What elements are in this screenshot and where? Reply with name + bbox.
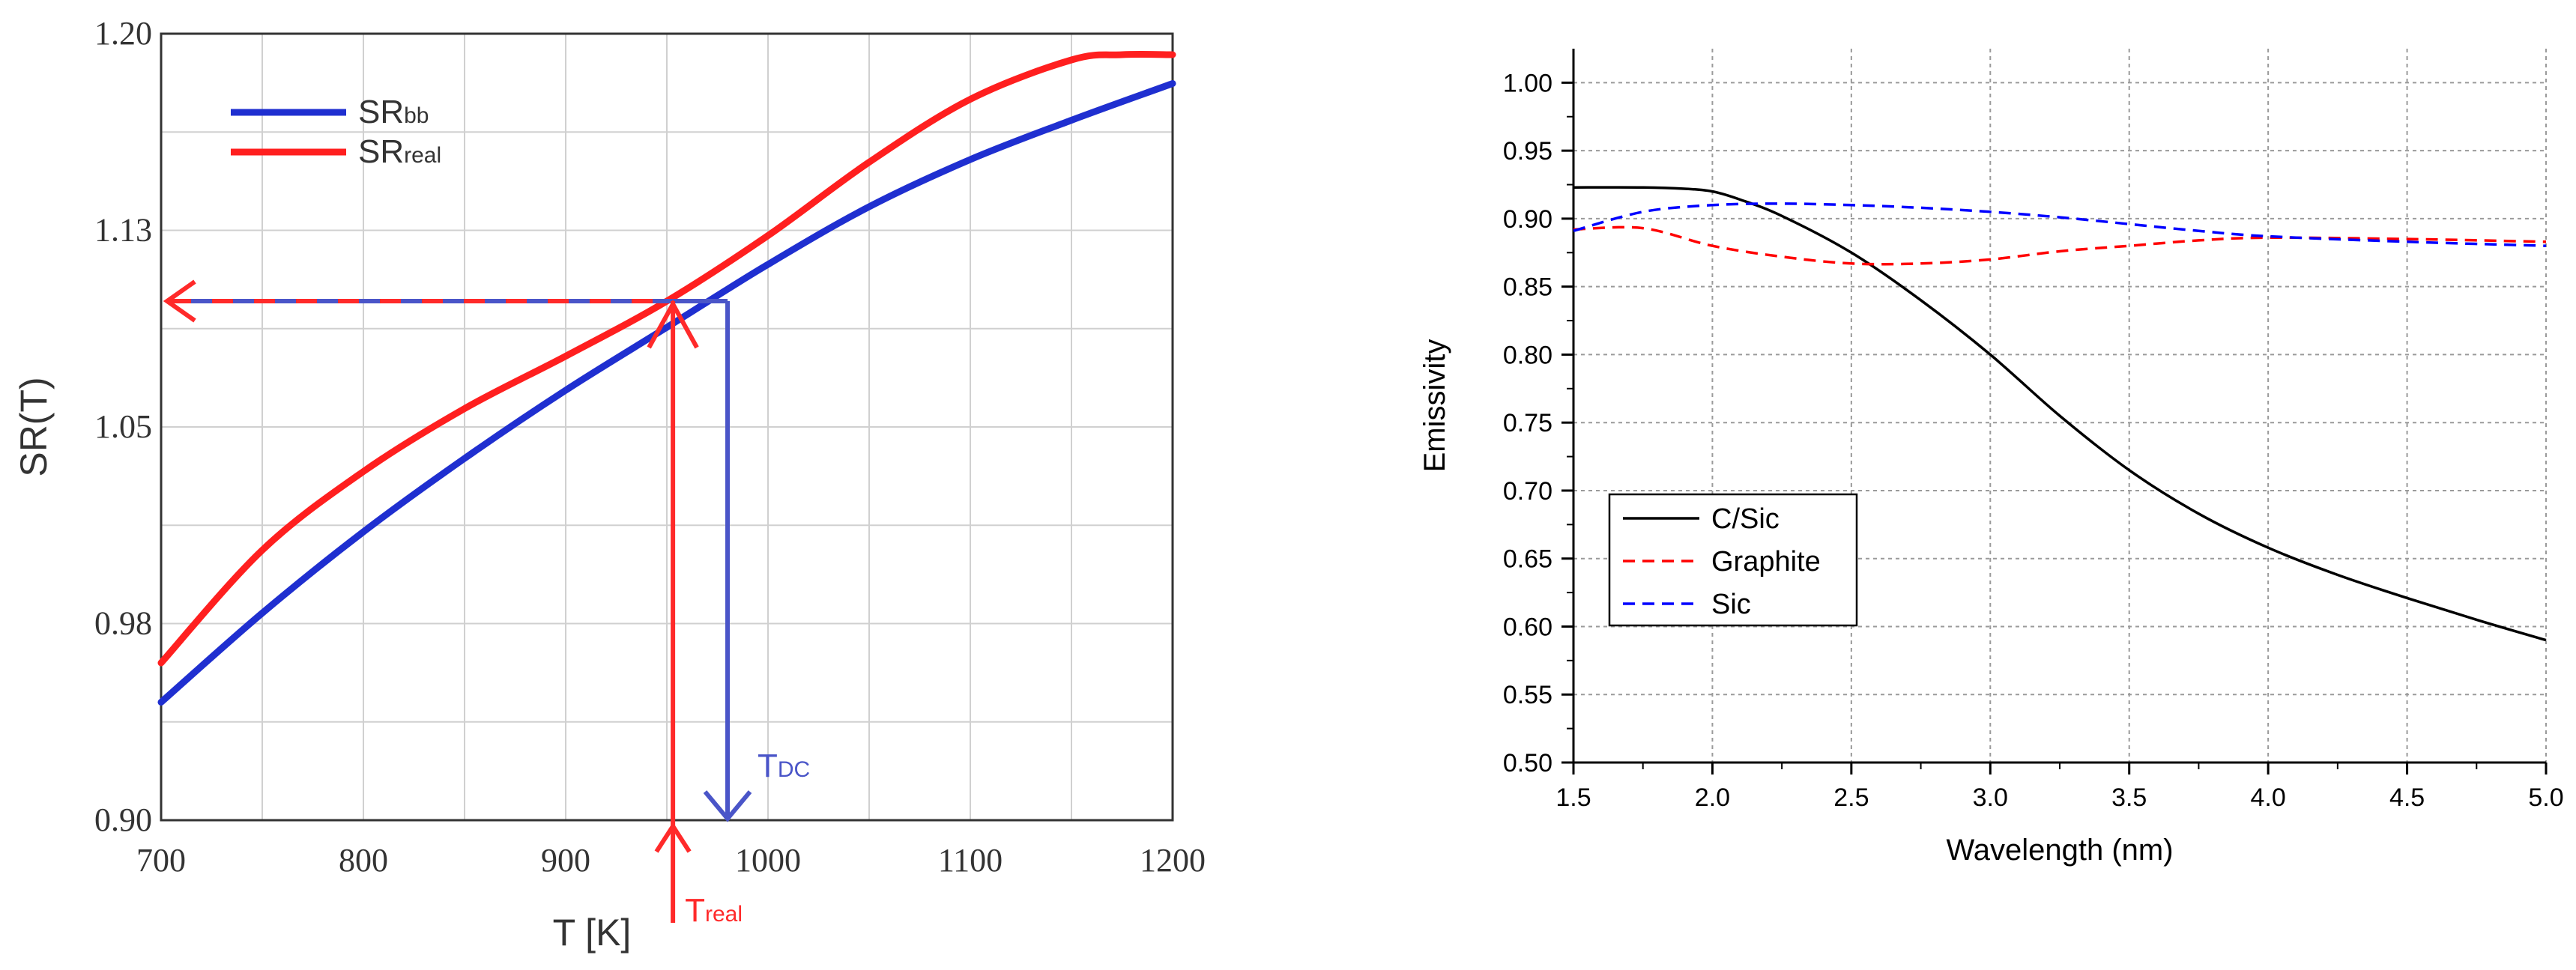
x-axis-label: Wavelength (nm)	[1946, 834, 2173, 867]
x-tick-label: 3.0	[1973, 783, 2008, 812]
x-tick-label: 1000	[735, 842, 801, 879]
x-tick-label: 1200	[1140, 842, 1206, 879]
x-tick-label: 5.0	[2528, 783, 2563, 812]
legend-item-graphite-label: Graphite	[1711, 546, 1821, 578]
x-tick-label: 700	[136, 842, 186, 879]
legend-item-sic-label: Sic	[1711, 589, 1751, 620]
x-tick-label: 4.5	[2389, 783, 2425, 812]
legend-item-c-sic-label: C/Sic	[1711, 503, 1780, 535]
legend-label-sr-real: SRreal	[358, 133, 441, 170]
x-tick-label: 3.5	[2111, 783, 2147, 812]
series-line-c-sic	[1573, 186, 2547, 642]
y-tick-label: 0.95	[1503, 137, 1552, 166]
plot-frame	[160, 32, 1174, 822]
y-tick-label: 1.05	[94, 408, 152, 445]
annotation-label-treal: Treal	[685, 892, 743, 929]
y-tick-label: 0.50	[1503, 749, 1552, 777]
series-line-sr-real	[157, 50, 1176, 667]
annotation-treal-arrowhead-top	[647, 299, 699, 349]
series-line-sic	[1573, 202, 2547, 247]
right-chart-emissivity-vs-wavelength: 1.5 2.0 2.5 3.0 3.5 4.0 4.5 5.0 0.50 0.55 0.60 0.65…	[1418, 49, 2564, 867]
left-chart-sr-vs-temperature: 700 800 900 1000 1100 1200 0.90 0.98 1.05 1.13 1.2…	[13, 15, 1206, 954]
legend-label-sr-bb: SRbb	[358, 94, 429, 130]
annotation-left-arrowhead	[163, 279, 196, 323]
y-tick-label: 0.60	[1503, 613, 1552, 641]
x-tick-label: 4.0	[2251, 783, 2286, 812]
y-tick-label: 0.98	[94, 605, 152, 642]
y-tick-label: 0.90	[1503, 205, 1552, 234]
y-tick-label: 0.75	[1503, 409, 1552, 437]
y-axis-label: Emissivity	[1418, 339, 1451, 473]
y-tick-label: 0.55	[1503, 681, 1552, 709]
y-axis-label: SR(T)	[13, 377, 55, 476]
annotation-tdc-arrowhead	[703, 790, 752, 822]
y-tick-label: 1.20	[94, 15, 152, 52]
x-tick-label: 2.0	[1695, 783, 1730, 812]
annotation-treal-arrowhead-bottom	[654, 822, 692, 853]
y-tick-label: 0.80	[1503, 341, 1552, 369]
y-tick-label: 0.90	[94, 801, 152, 838]
x-tick-label: 1100	[938, 842, 1003, 879]
y-tick-label: 0.70	[1503, 477, 1552, 506]
series-line-sr-bb	[157, 80, 1176, 706]
y-tick-label: 0.85	[1503, 273, 1552, 302]
x-tick-label: 900	[541, 842, 590, 879]
y-tick-label: 1.13	[94, 212, 152, 249]
x-tick-label: 1.5	[1555, 783, 1591, 812]
annotation-label-tdc: TDC	[758, 748, 810, 784]
x-tick-label: 800	[339, 842, 388, 879]
x-tick-label: 2.5	[1833, 783, 1869, 812]
x-axis-label: T [K]	[553, 912, 632, 954]
y-tick-label: 0.65	[1503, 545, 1552, 574]
y-tick-label: 1.00	[1503, 69, 1552, 97]
